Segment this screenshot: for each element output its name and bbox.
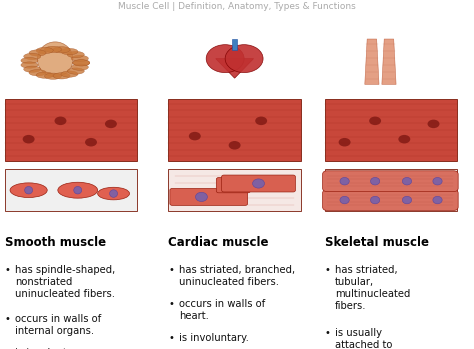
Ellipse shape xyxy=(371,177,380,185)
Ellipse shape xyxy=(37,42,73,77)
Bar xyxy=(232,39,237,50)
Ellipse shape xyxy=(24,66,41,72)
Ellipse shape xyxy=(255,117,267,125)
Ellipse shape xyxy=(85,138,97,147)
Ellipse shape xyxy=(74,186,82,194)
Ellipse shape xyxy=(398,135,410,143)
Polygon shape xyxy=(216,59,254,78)
FancyBboxPatch shape xyxy=(323,190,458,210)
Ellipse shape xyxy=(67,51,84,58)
Ellipse shape xyxy=(98,187,129,200)
Text: has striated, branched,
uninucleated fibers.: has striated, branched, uninucleated fib… xyxy=(179,265,295,287)
Ellipse shape xyxy=(73,60,90,66)
Text: •: • xyxy=(168,333,174,343)
Ellipse shape xyxy=(433,177,442,185)
Ellipse shape xyxy=(338,138,351,147)
Ellipse shape xyxy=(73,60,90,66)
Ellipse shape xyxy=(105,120,117,128)
Text: has striated,
tubular,
multinucleated
fibers.: has striated, tubular, multinucleated fi… xyxy=(335,265,410,311)
Bar xyxy=(5,169,137,211)
Ellipse shape xyxy=(53,73,70,79)
Bar xyxy=(325,35,457,91)
Ellipse shape xyxy=(71,64,88,70)
Text: occurs in walls of
heart.: occurs in walls of heart. xyxy=(179,299,265,321)
Ellipse shape xyxy=(195,192,208,201)
Ellipse shape xyxy=(61,71,78,77)
Text: •: • xyxy=(325,265,330,275)
Ellipse shape xyxy=(71,55,88,61)
Bar xyxy=(5,99,137,161)
Ellipse shape xyxy=(428,120,439,128)
Ellipse shape xyxy=(29,50,46,56)
Ellipse shape xyxy=(433,196,442,204)
Polygon shape xyxy=(382,39,396,84)
FancyBboxPatch shape xyxy=(216,178,250,193)
Bar xyxy=(168,99,301,161)
Circle shape xyxy=(206,45,244,73)
Text: Cardiac muscle: Cardiac muscle xyxy=(168,236,269,248)
Ellipse shape xyxy=(45,73,62,79)
Ellipse shape xyxy=(36,47,53,54)
Text: is usually
attached to
skeleton.: is usually attached to skeleton. xyxy=(335,328,392,349)
Ellipse shape xyxy=(402,177,411,185)
Text: occurs in walls of
internal organs.: occurs in walls of internal organs. xyxy=(15,314,101,336)
Ellipse shape xyxy=(25,186,33,194)
Text: Smooth muscle: Smooth muscle xyxy=(5,236,106,248)
Ellipse shape xyxy=(21,62,38,68)
Ellipse shape xyxy=(23,135,35,143)
Text: •: • xyxy=(168,299,174,309)
Ellipse shape xyxy=(340,177,349,185)
Text: Skeletal muscle: Skeletal muscle xyxy=(325,236,428,248)
Ellipse shape xyxy=(53,47,70,53)
Ellipse shape xyxy=(10,183,47,198)
Ellipse shape xyxy=(109,190,118,197)
Text: has spindle-shaped,
nonstriated
uninucleated fibers.: has spindle-shaped, nonstriated uninucle… xyxy=(15,265,115,299)
Text: Muscle Cell | Definition, Anatomy, Types & Functions: Muscle Cell | Definition, Anatomy, Types… xyxy=(118,2,356,11)
Ellipse shape xyxy=(45,46,62,53)
Text: is involuntary.: is involuntary. xyxy=(15,348,85,349)
Ellipse shape xyxy=(253,179,264,188)
Ellipse shape xyxy=(36,72,53,78)
Ellipse shape xyxy=(369,117,381,125)
Text: is involuntary.: is involuntary. xyxy=(179,333,248,343)
Text: •: • xyxy=(325,328,330,339)
Ellipse shape xyxy=(24,53,41,60)
Text: •: • xyxy=(5,348,10,349)
Ellipse shape xyxy=(371,196,380,204)
Ellipse shape xyxy=(29,69,46,76)
Circle shape xyxy=(225,45,263,73)
Text: •: • xyxy=(5,265,10,275)
Ellipse shape xyxy=(61,49,78,55)
Bar xyxy=(5,35,137,91)
FancyBboxPatch shape xyxy=(170,188,247,205)
Bar xyxy=(325,99,457,161)
Ellipse shape xyxy=(21,58,38,64)
Ellipse shape xyxy=(67,68,84,74)
Ellipse shape xyxy=(340,196,349,204)
Bar xyxy=(168,35,301,91)
Bar xyxy=(168,169,301,211)
Polygon shape xyxy=(365,39,379,84)
Ellipse shape xyxy=(58,182,98,198)
Ellipse shape xyxy=(55,117,66,125)
Text: •: • xyxy=(5,314,10,324)
Bar xyxy=(325,169,457,211)
FancyBboxPatch shape xyxy=(222,175,295,192)
FancyBboxPatch shape xyxy=(323,171,458,192)
Ellipse shape xyxy=(228,141,241,150)
Text: •: • xyxy=(168,265,174,275)
Ellipse shape xyxy=(189,132,201,140)
Ellipse shape xyxy=(402,196,411,204)
